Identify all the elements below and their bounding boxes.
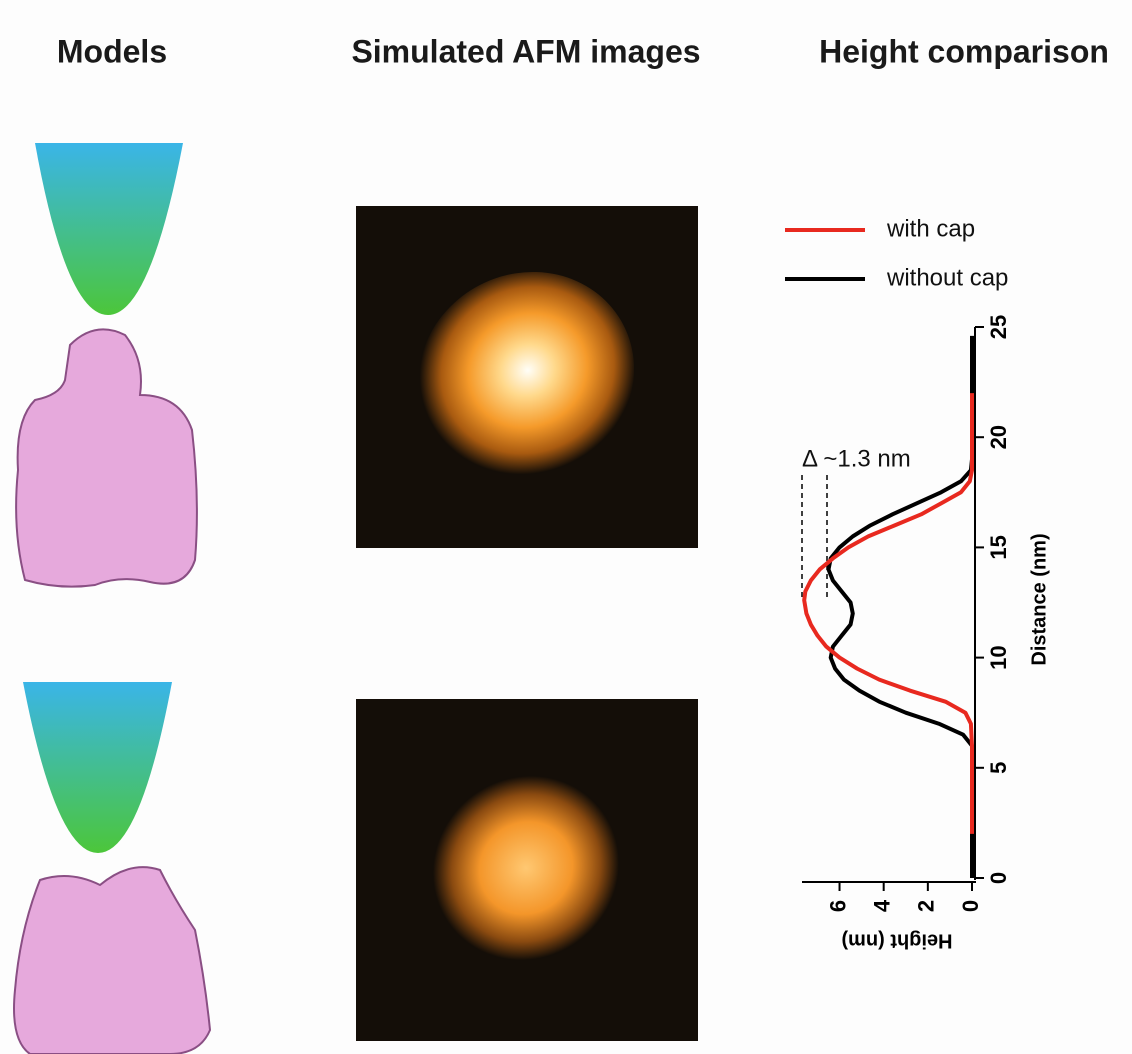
y-axis-label: Height (nm) [841,930,952,952]
afm-tip [35,143,183,315]
protein-model [16,329,197,586]
x-tick-label: 0 [986,872,1011,884]
x-tick-label: 20 [986,425,1011,449]
x-tick-label: 25 [986,315,1011,339]
y-tick-label: 4 [870,899,895,912]
x-tick-label: 5 [986,762,1011,774]
panel-title: Models [57,33,167,69]
legend-label: without cap [886,264,1008,291]
panel-title: Height comparison [819,33,1109,69]
y-tick-label: 6 [825,900,850,912]
protein-model [14,867,210,1054]
legend-label: with cap [886,215,975,242]
y-tick-label: 2 [914,900,939,912]
data-line [828,336,972,878]
annotation: Δ ~1.3 nm [802,445,911,472]
x-axis-label: Distance (nm) [1028,533,1050,665]
afm-tip [23,682,172,853]
x-tick-label: 10 [986,645,1011,669]
y-tick-label: 0 [958,900,983,912]
figure: Models Simulated AFM images Height compa… [0,0,1132,1054]
panel-title: Simulated AFM images [351,33,700,69]
x-tick-label: 15 [986,535,1011,559]
